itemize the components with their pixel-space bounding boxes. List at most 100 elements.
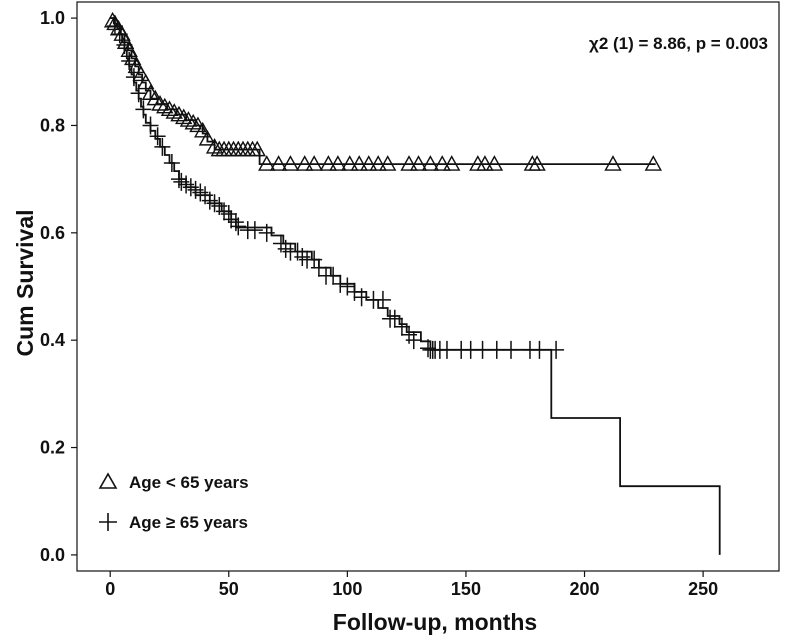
censor-triangle-marker	[421, 155, 440, 171]
legend-triangle-marker	[98, 472, 118, 489]
censor-plus-marker	[386, 309, 403, 328]
censor-triangle-marker	[604, 155, 622, 171]
legend-label-65-and-over: Age ≥ 65 years	[129, 513, 248, 532]
censor-plus-marker	[294, 247, 311, 266]
censor-plus-marker	[346, 282, 363, 301]
censor-plus-marker	[170, 170, 187, 189]
censor-triangle-marker	[378, 155, 397, 171]
censor-plus-marker	[125, 68, 142, 87]
censor-triangle-marker	[156, 97, 174, 114]
y-axis-title: Cum Survival	[12, 210, 38, 357]
censor-triangle-marker	[341, 155, 359, 171]
censor-plus-marker	[289, 242, 306, 261]
x-tick-label: 100	[332, 579, 362, 599]
censor-plus-marker	[220, 205, 237, 224]
series-under-65	[103, 11, 662, 171]
censor-plus-marker	[211, 196, 228, 215]
censor-plus-marker	[332, 274, 349, 293]
censor-plus-marker	[142, 116, 159, 135]
censor-plus-marker	[187, 180, 204, 199]
censor-plus-marker	[438, 340, 455, 359]
censor-triangle-marker	[160, 100, 179, 117]
censor-triangle-marker	[485, 155, 504, 171]
censor-plus-marker	[130, 84, 147, 103]
legend: Age < 65 years Age ≥ 65 years	[98, 472, 249, 532]
censor-triangle-marker	[281, 155, 300, 171]
survival-step-line	[110, 17, 656, 165]
censor-plus-marker	[474, 340, 491, 359]
censor-triangle-marker	[360, 155, 378, 171]
censor-plus-marker	[135, 100, 152, 119]
censor-plus-marker	[353, 288, 370, 307]
censor-plus-marker	[258, 223, 275, 242]
censor-triangle-marker	[400, 155, 418, 171]
censor-plus-marker	[503, 340, 520, 359]
censor-plus-marker	[393, 317, 410, 336]
censor-plus-marker	[154, 137, 171, 156]
x-tick-label: 50	[219, 579, 239, 599]
censor-triangle-marker	[165, 103, 183, 119]
censor-plus-marker	[488, 340, 505, 359]
censor-triangle-marker	[170, 105, 188, 122]
censor-triangle-marker	[369, 155, 387, 171]
censor-triangle-marker	[127, 57, 145, 74]
censor-triangle-marker	[184, 113, 202, 130]
censor-triangle-marker	[258, 155, 276, 171]
censor-triangle-marker	[179, 111, 198, 127]
censor-plus-marker	[272, 234, 289, 253]
censor-plus-marker	[277, 239, 294, 258]
y-tick-label: 0.4	[40, 330, 65, 350]
censor-plus-marker	[339, 277, 356, 296]
y-tick-label: 0.8	[40, 115, 65, 135]
y-tick-label: 0.6	[40, 223, 65, 243]
x-tick-label: 150	[451, 579, 481, 599]
censor-triangle-marker	[433, 155, 451, 171]
legend-label-under-65: Age < 65 years	[129, 473, 249, 492]
censor-triangle-marker	[443, 155, 461, 171]
censor-plus-marker	[374, 290, 391, 309]
censor-plus-marker	[192, 183, 209, 202]
y-tick-label: 0.2	[40, 438, 65, 458]
censor-triangle-marker	[528, 155, 546, 171]
censor-triangle-marker	[269, 155, 288, 171]
censor-plus-marker	[548, 340, 565, 359]
censor-triangle-marker	[350, 155, 368, 171]
censor-triangle-marker	[319, 155, 338, 171]
y-tick-label: 1.0	[40, 8, 65, 28]
censor-triangle-marker	[194, 121, 212, 138]
censor-triangle-marker	[409, 155, 428, 171]
plot-frame	[76, 1, 780, 572]
axis-ticks: 0 50 100 150 200 250 0.0 0.2 0.4 0.6 0.8 1.0	[40, 8, 718, 599]
censor-triangle-marker	[205, 137, 224, 154]
censor-triangle-marker	[644, 155, 662, 171]
censor-triangle-marker	[248, 140, 266, 157]
censor-plus-marker	[246, 221, 263, 240]
censor-plus-marker	[401, 325, 418, 344]
censor-triangle-marker	[295, 155, 314, 171]
censor-triangle-marker	[476, 155, 494, 171]
series-65-and-over	[106, 17, 721, 555]
censor-plus-marker	[310, 258, 327, 277]
censor-plus-marker	[227, 213, 244, 232]
censor-plus-marker	[149, 127, 166, 146]
censor-triangle-marker	[175, 108, 193, 125]
censor-plus-marker	[111, 25, 128, 44]
censor-plus-marker	[163, 154, 180, 173]
censor-triangle-marker	[329, 155, 347, 171]
censor-triangle-marker	[137, 73, 155, 90]
censor-plus-marker	[173, 172, 190, 191]
censor-plus-marker	[230, 217, 247, 236]
censor-plus-marker	[216, 202, 233, 221]
censor-triangle-marker	[132, 65, 150, 82]
censor-plus-marker	[116, 35, 133, 54]
censor-plus-marker	[405, 331, 422, 350]
censor-plus-marker	[121, 52, 138, 71]
censor-plus-marker	[531, 340, 548, 359]
censor-triangle-marker	[305, 155, 323, 171]
x-tick-label: 250	[688, 579, 718, 599]
y-tick-label: 0.0	[40, 545, 65, 565]
x-axis-title: Follow-up, months	[333, 609, 537, 635]
x-tick-label: 0	[105, 579, 115, 599]
censor-triangle-marker	[151, 95, 169, 111]
legend-plus-marker	[99, 513, 117, 531]
